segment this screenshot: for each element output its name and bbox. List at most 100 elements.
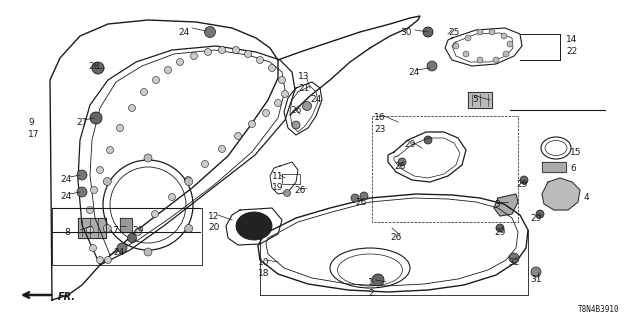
Text: 15: 15 [570,148,582,157]
Circle shape [234,132,241,140]
Polygon shape [120,218,132,232]
Text: FR.: FR. [58,292,76,302]
Ellipse shape [236,212,272,240]
Polygon shape [494,194,518,216]
Text: 23: 23 [374,125,385,134]
Text: 26: 26 [355,198,366,207]
Circle shape [118,244,125,252]
Circle shape [520,176,528,184]
Text: 24: 24 [113,248,124,257]
Circle shape [103,225,111,233]
Text: 26: 26 [390,233,401,242]
Circle shape [90,187,97,194]
Text: 12: 12 [208,212,220,221]
Circle shape [372,274,384,286]
Circle shape [269,65,275,71]
Text: 20: 20 [208,223,220,232]
Text: 27: 27 [76,118,88,127]
Text: T8N4B3910: T8N4B3910 [579,305,620,314]
Circle shape [248,121,255,127]
Circle shape [177,59,184,66]
Circle shape [86,206,93,213]
Polygon shape [468,92,492,108]
Circle shape [218,146,225,153]
Text: 16: 16 [374,113,385,122]
Circle shape [134,228,141,236]
Circle shape [117,243,127,253]
Circle shape [184,177,191,183]
Circle shape [477,57,483,63]
Circle shape [465,35,471,41]
Text: 26: 26 [394,162,405,171]
Text: 32: 32 [508,258,520,267]
Circle shape [116,124,124,132]
Circle shape [164,67,172,74]
Polygon shape [78,218,106,238]
Text: 19: 19 [272,183,284,192]
Circle shape [275,100,282,107]
Text: 6: 6 [570,164,576,173]
Circle shape [257,57,264,63]
Text: 18: 18 [258,269,269,278]
Text: 14: 14 [566,35,577,44]
Text: 7: 7 [112,226,118,235]
Polygon shape [542,162,566,172]
Text: 8: 8 [64,228,70,237]
Circle shape [360,192,368,200]
Circle shape [244,51,252,58]
Text: 25: 25 [448,28,460,37]
Circle shape [284,189,291,196]
Text: 30: 30 [400,28,412,37]
Circle shape [205,49,211,55]
Text: 31: 31 [530,275,541,284]
Circle shape [127,234,136,243]
Text: 5: 5 [472,95,477,104]
Circle shape [292,121,300,129]
Circle shape [129,105,136,111]
Circle shape [90,244,97,252]
Text: 24: 24 [178,28,189,37]
Circle shape [144,248,152,256]
Text: 13: 13 [298,72,310,81]
Text: 29: 29 [494,228,506,237]
Text: 9: 9 [28,118,34,127]
Text: 10: 10 [258,258,269,267]
Circle shape [503,51,509,57]
Circle shape [77,170,87,180]
Circle shape [278,76,285,84]
Text: 2: 2 [368,289,374,298]
Circle shape [262,109,269,116]
Circle shape [489,29,495,35]
Polygon shape [542,178,580,210]
Circle shape [141,89,147,95]
Circle shape [218,46,225,53]
Circle shape [531,267,541,277]
Circle shape [191,52,198,60]
Circle shape [509,253,519,263]
Text: 24: 24 [60,175,71,184]
Circle shape [536,210,544,218]
Text: 29: 29 [516,180,527,189]
Circle shape [453,43,459,49]
Text: 3: 3 [494,200,500,209]
Circle shape [144,154,152,162]
Circle shape [104,257,111,263]
Circle shape [202,161,209,167]
Circle shape [97,166,104,173]
Text: 28: 28 [88,62,99,71]
Circle shape [496,224,504,232]
Circle shape [152,76,159,84]
Circle shape [398,158,406,166]
Circle shape [423,27,433,37]
Circle shape [92,62,104,74]
Circle shape [205,27,216,37]
Text: 24: 24 [408,68,419,77]
Circle shape [282,91,289,98]
Circle shape [303,101,312,110]
Text: 4: 4 [584,193,589,202]
Circle shape [463,51,469,57]
Circle shape [477,29,483,35]
Text: 1: 1 [368,278,374,287]
Circle shape [501,33,507,39]
Circle shape [424,136,432,144]
